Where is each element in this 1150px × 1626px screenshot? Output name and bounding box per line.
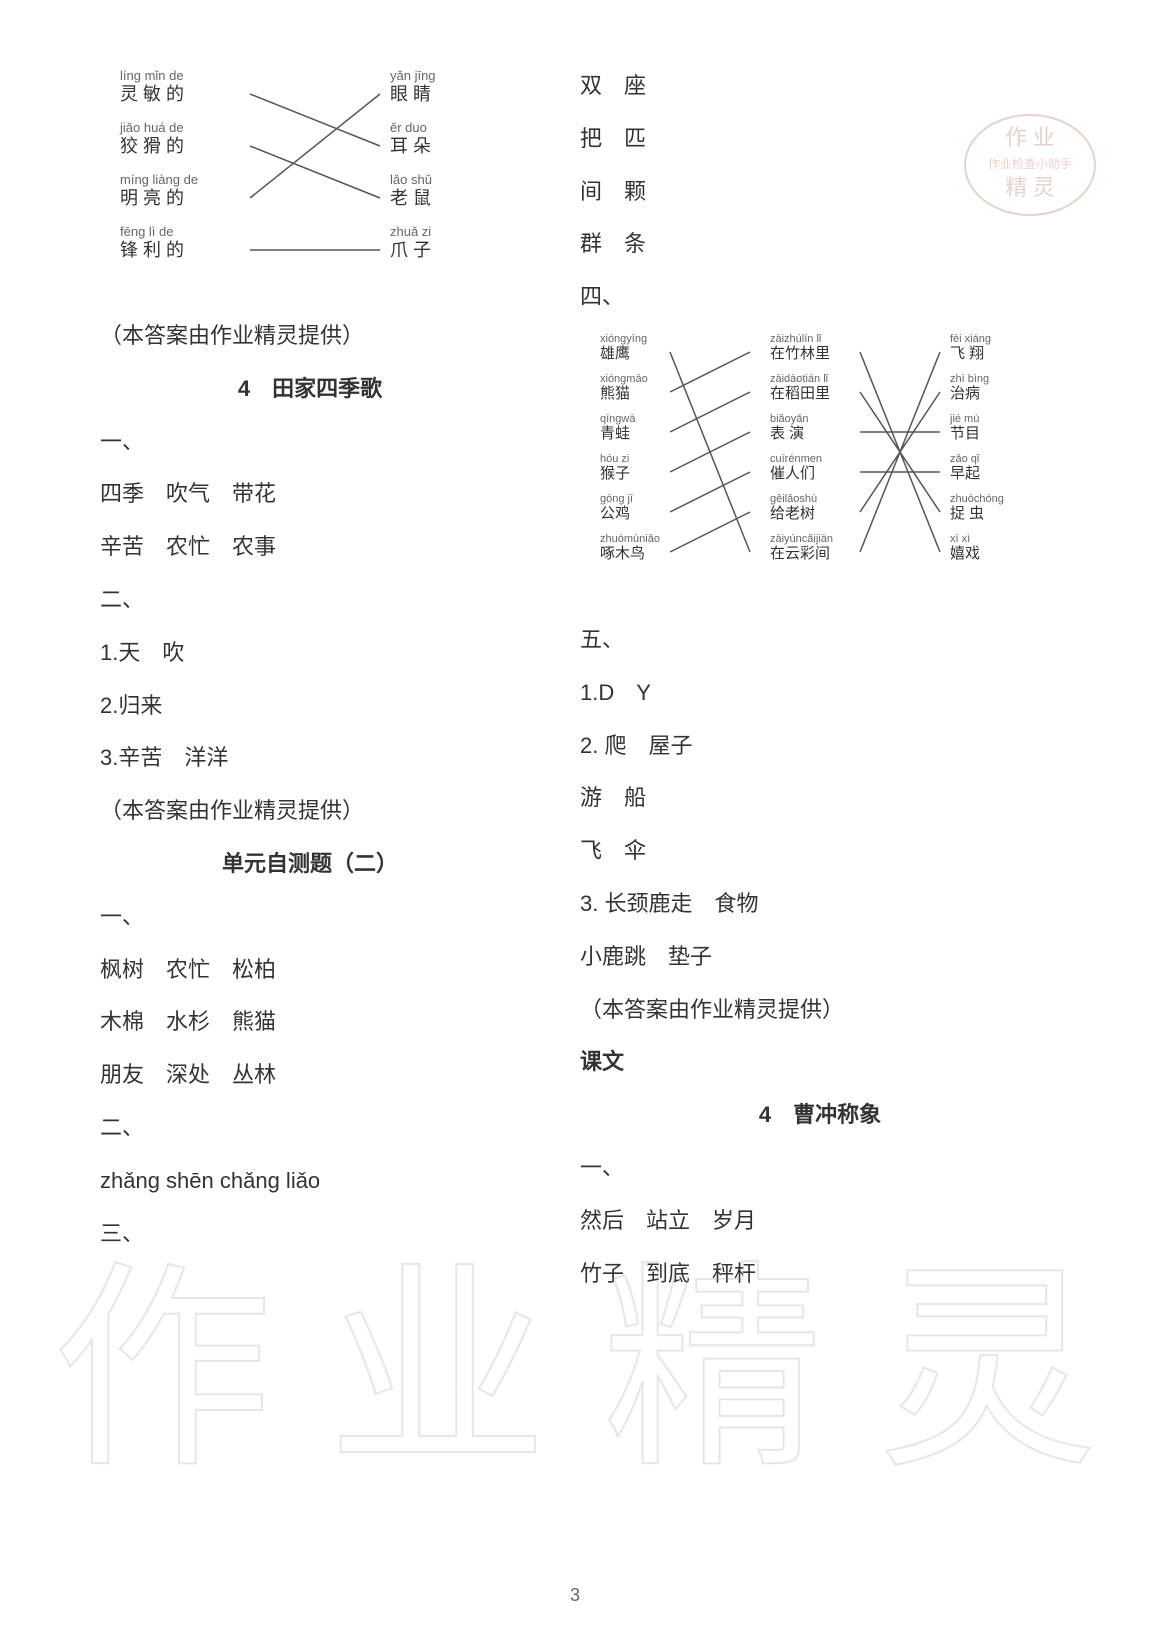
answer-line: zhǎng shēn chǎng liǎo (100, 1155, 520, 1208)
svg-text:节目: 节目 (950, 425, 980, 442)
svg-text:给老树: 给老树 (770, 505, 815, 522)
svg-text:zǎo qǐ: zǎo qǐ (950, 453, 980, 465)
lesson-title: 4 曹冲称象 (580, 1089, 1060, 1142)
svg-text:青蛙: 青蛙 (600, 425, 630, 442)
svg-text:捉 虫: 捉 虫 (950, 505, 984, 522)
answer-note: （本答案由作业精灵提供） (100, 310, 520, 363)
section-heading: 一、 (100, 891, 520, 944)
svg-text:zhuómùniǎo: zhuómùniǎo (600, 533, 660, 545)
answer-line: 2.归来 (100, 680, 520, 733)
matching-diagram-1: líng mǐn de灵 敏 的 jiǎo huá de狡 猾 的 míng lià… (100, 60, 520, 280)
lesson-title: 课文 (580, 1036, 1060, 1089)
svg-text:公鸡: 公鸡 (600, 505, 630, 522)
answer-line: 间 颗 (580, 166, 1060, 219)
svg-text:cuīrénmen: cuīrénmen (770, 453, 822, 465)
svg-text:狡 猾 的: 狡 猾 的 (120, 136, 184, 156)
answer-line: 四季 吹气 带花 (100, 468, 520, 521)
section-heading: 三、 (100, 1208, 520, 1261)
svg-text:xióngyīng: xióngyīng (600, 333, 647, 345)
answer-line: 3.辛苦 洋洋 (100, 732, 520, 785)
svg-text:爪 子: 爪 子 (390, 240, 431, 260)
left-column: líng mǐn de灵 敏 的 jiǎo huá de狡 猾 的 míng lià… (80, 60, 540, 1586)
answer-note: （本答案由作业精灵提供） (100, 785, 520, 838)
section-heading: 四、 (580, 271, 1060, 324)
answer-line: 辛苦 农忙 农事 (100, 521, 520, 574)
svg-text:líng mǐn de: líng mǐn de (120, 68, 184, 83)
answer-line: 木棉 水杉 熊猫 (100, 996, 520, 1049)
svg-text:雄鹰: 雄鹰 (600, 345, 630, 362)
svg-text:治病: 治病 (950, 385, 980, 402)
svg-text:耳 朵: 耳 朵 (390, 136, 431, 156)
svg-text:zhuōchóng: zhuōchóng (950, 493, 1004, 505)
svg-text:老 鼠: 老 鼠 (390, 188, 431, 208)
svg-text:zàidàotián lǐ: zàidàotián lǐ (770, 373, 829, 385)
svg-text:zhì bìng: zhì bìng (950, 373, 989, 385)
svg-text:zhuǎ zi: zhuǎ zi (390, 224, 431, 239)
svg-text:fēi xiáng: fēi xiáng (950, 333, 991, 345)
right-column: 双 座 把 匹 间 颗 群 条 四、 xióngyīng雄鹰 xióngmāo熊猫… (560, 60, 1080, 1586)
svg-text:飞 翔: 飞 翔 (950, 345, 984, 362)
answer-line: 1.天 吹 (100, 627, 520, 680)
answer-line: 朋友 深处 丛林 (100, 1049, 520, 1102)
svg-text:jié mù: jié mù (949, 413, 979, 425)
page-container: líng mǐn de灵 敏 的 jiǎo huá de狡 猾 的 míng lià… (0, 0, 1150, 1626)
svg-text:qīngwā: qīngwā (600, 413, 636, 425)
lesson-title: 4 田家四季歌 (100, 363, 520, 416)
answer-note: （本答案由作业精灵提供） (580, 984, 1060, 1037)
section-heading: 一、 (580, 1142, 1060, 1195)
svg-text:嬉戏: 嬉戏 (950, 545, 980, 562)
section-heading: 五、 (580, 614, 1060, 667)
answer-line: 群 条 (580, 218, 1060, 271)
answer-line: 1.D Y (580, 667, 1060, 720)
answer-line: 竹子 到底 秤杆 (580, 1248, 1060, 1301)
svg-text:灵 敏 的: 灵 敏 的 (120, 84, 184, 104)
svg-text:lǎo shǔ: lǎo shǔ (390, 172, 432, 187)
svg-text:gěilǎoshù: gěilǎoshù (770, 493, 817, 505)
answer-line: 双 座 (580, 60, 1060, 113)
svg-text:在竹林里: 在竹林里 (770, 345, 830, 362)
svg-text:jiǎo huá de: jiǎo huá de (119, 120, 184, 135)
answer-line: 2. 爬 屋子 (580, 720, 1060, 773)
svg-text:xióngmāo: xióngmāo (600, 373, 648, 385)
svg-text:早起: 早起 (950, 465, 980, 482)
answer-line: 小鹿跳 垫子 (580, 931, 1060, 984)
svg-text:gōng jī: gōng jī (600, 493, 634, 505)
answer-line: 游 船 (580, 772, 1060, 825)
answer-line: 飞 伞 (580, 825, 1060, 878)
answer-line: 3. 长颈鹿走 食物 (580, 878, 1060, 931)
svg-text:zàizhúlín lǐ: zàizhúlín lǐ (770, 333, 822, 345)
svg-text:明 亮 的: 明 亮 的 (120, 188, 184, 208)
svg-text:míng liàng de: míng liàng de (120, 172, 198, 187)
svg-text:biǎoyǎn: biǎoyǎn (770, 413, 809, 425)
svg-text:ěr duo: ěr duo (390, 120, 427, 135)
svg-text:fēng lì de: fēng lì de (120, 224, 174, 239)
svg-text:表 演: 表 演 (770, 425, 804, 442)
svg-text:锋 利 的: 锋 利 的 (120, 240, 184, 260)
svg-text:xī xì: xī xì (950, 533, 970, 545)
svg-text:zàiyúncǎijiān: zàiyúncǎijiān (770, 533, 833, 545)
svg-text:啄木鸟: 啄木鸟 (600, 545, 645, 562)
svg-text:猴子: 猴子 (600, 465, 630, 482)
section-heading: 二、 (100, 1102, 520, 1155)
svg-text:催人们: 催人们 (770, 465, 815, 482)
matching-diagram-2: xióngyīng雄鹰 xióngmāo熊猫 qīngwā青蛙 hóu zi猴子 gōn… (580, 324, 1060, 584)
svg-text:熊猫: 熊猫 (600, 385, 630, 402)
section-heading: 一、 (100, 416, 520, 469)
svg-text:yǎn jīng: yǎn jīng (390, 68, 436, 83)
svg-text:hóu zi: hóu zi (600, 453, 629, 465)
lesson-title: 单元自测题（二） (100, 838, 520, 891)
section-heading: 二、 (100, 574, 520, 627)
svg-text:在云彩间: 在云彩间 (770, 545, 830, 562)
answer-line: 然后 站立 岁月 (580, 1195, 1060, 1248)
page-number: 3 (570, 1585, 580, 1606)
answer-line: 把 匹 (580, 113, 1060, 166)
svg-text:在稻田里: 在稻田里 (770, 385, 830, 402)
svg-text:眼 睛: 眼 睛 (390, 84, 431, 104)
answer-line: 枫树 农忙 松柏 (100, 944, 520, 997)
